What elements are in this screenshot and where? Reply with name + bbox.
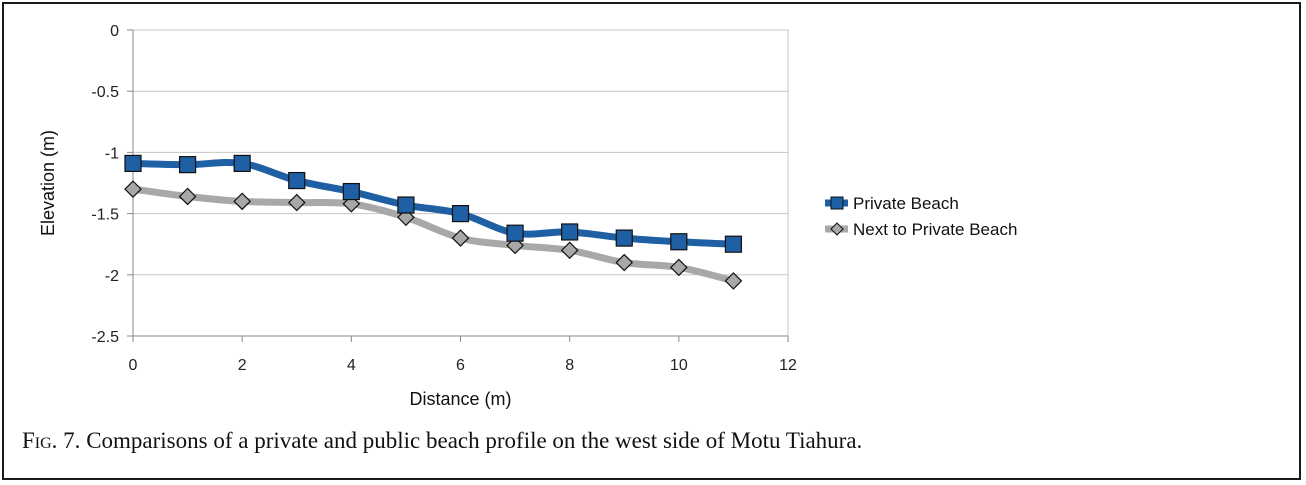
y-axis-title: Elevation (m)	[38, 130, 58, 236]
y-tick-labels: 0 -0.5 -1 -1.5 -2 -2.5	[91, 23, 119, 346]
y-tick-label: -0.5	[91, 84, 119, 101]
x-axis-title: Distance (m)	[409, 389, 511, 409]
figure-caption: Fig. 7. Comparisons of a private and pub…	[22, 428, 862, 454]
legend-item-private-beach: Private Beach	[825, 194, 959, 213]
grid-lines	[133, 29, 789, 337]
data-point	[506, 224, 524, 242]
series-private-beach	[124, 154, 743, 253]
data-point	[124, 154, 142, 173]
y-tick-label: -1	[105, 145, 119, 162]
data-point	[669, 258, 688, 277]
series-next-to-private-beach	[124, 180, 743, 290]
data-point	[615, 253, 634, 272]
x-tick-label: 6	[456, 357, 465, 374]
caption-text: Comparisons of a private and public beac…	[80, 428, 863, 453]
data-point	[233, 192, 252, 211]
x-tick-label: 12	[779, 357, 797, 374]
data-point	[178, 187, 197, 206]
x-tick-label: 4	[347, 357, 356, 374]
legend-label: Next to Private Beach	[853, 220, 1017, 239]
caption-prefix: Fig. 7.	[22, 428, 81, 453]
data-point	[561, 223, 579, 241]
legend-swatch-marker	[830, 196, 844, 210]
data-point	[287, 193, 306, 212]
data-point	[342, 182, 360, 201]
x-tick-label: 2	[238, 357, 247, 374]
x-tick-label: 8	[565, 357, 574, 374]
series-line	[129, 185, 737, 285]
data-point	[560, 241, 579, 260]
y-tick-label: -2	[105, 268, 119, 285]
data-point	[397, 196, 415, 214]
legend-label: Private Beach	[853, 194, 959, 213]
data-point	[233, 154, 251, 173]
data-point	[724, 235, 743, 253]
axes	[127, 29, 789, 342]
data-point	[451, 205, 470, 223]
data-point	[178, 156, 197, 174]
y-tick-label: -1.5	[91, 207, 119, 224]
data-point	[288, 171, 306, 190]
data-point	[724, 272, 743, 290]
data-point	[451, 229, 470, 247]
legend-item-next-to-private-beach: Next to Private Beach	[825, 220, 1017, 239]
x-tick-labels: 0 2 4 6 8 10 12	[129, 357, 797, 374]
y-tick-label: 0	[110, 23, 119, 40]
legend: Private Beach Next to Private Beach	[825, 194, 1017, 239]
data-point	[615, 229, 633, 247]
x-tick-label: 10	[670, 357, 688, 374]
data-point	[670, 233, 688, 251]
x-tick-label: 0	[129, 357, 138, 374]
series-layer	[124, 154, 743, 290]
legend-swatch-marker	[830, 222, 844, 236]
data-point	[124, 180, 142, 198]
y-tick-label: -2.5	[91, 329, 119, 346]
